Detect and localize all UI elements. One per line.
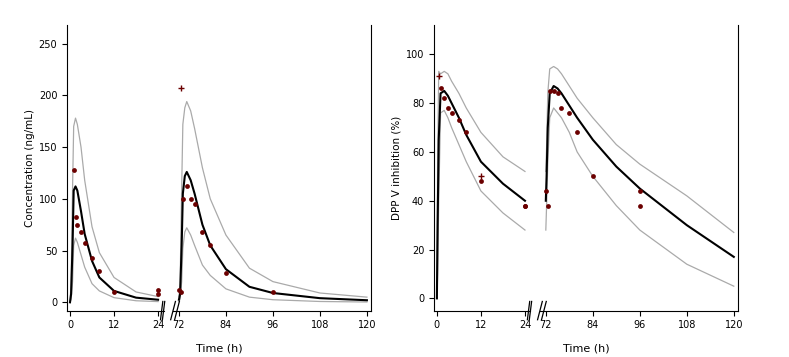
Y-axis label: DPP V inhibition (%): DPP V inhibition (%) bbox=[391, 116, 402, 220]
Point bbox=[586, 174, 599, 179]
Point bbox=[634, 188, 646, 194]
Text: Time (h): Time (h) bbox=[196, 343, 242, 353]
Point bbox=[518, 203, 531, 208]
Point bbox=[93, 268, 106, 274]
Point bbox=[475, 178, 488, 184]
Point bbox=[219, 271, 232, 276]
Point bbox=[442, 105, 454, 111]
Point bbox=[555, 105, 568, 111]
Point bbox=[204, 242, 216, 248]
Point bbox=[78, 241, 91, 246]
Point bbox=[540, 188, 552, 194]
Point bbox=[548, 88, 560, 94]
Point bbox=[67, 167, 80, 173]
Point bbox=[71, 222, 84, 227]
Point bbox=[151, 291, 164, 297]
Point bbox=[174, 289, 187, 295]
Point bbox=[438, 95, 451, 101]
Point bbox=[196, 229, 209, 235]
Point bbox=[177, 196, 189, 202]
Y-axis label: Concentration (ng/mL): Concentration (ng/mL) bbox=[24, 109, 35, 227]
Point bbox=[460, 130, 473, 135]
Point bbox=[445, 110, 458, 116]
Text: Time (h): Time (h) bbox=[563, 343, 609, 353]
Point bbox=[86, 255, 99, 261]
Point bbox=[173, 287, 185, 293]
Point bbox=[541, 203, 554, 208]
Point bbox=[475, 174, 488, 179]
Point bbox=[432, 74, 445, 79]
Point bbox=[434, 86, 447, 91]
Point bbox=[181, 183, 193, 189]
Point bbox=[570, 130, 583, 135]
Point bbox=[108, 289, 121, 295]
Point bbox=[544, 88, 556, 94]
Point bbox=[563, 110, 576, 116]
Point bbox=[634, 203, 646, 208]
Point bbox=[174, 85, 187, 91]
Point bbox=[189, 201, 201, 207]
Point bbox=[151, 287, 164, 293]
Point bbox=[453, 117, 466, 123]
Point bbox=[75, 229, 88, 235]
Point bbox=[267, 289, 279, 295]
Point bbox=[552, 90, 564, 96]
Point bbox=[185, 196, 197, 202]
Point bbox=[518, 203, 531, 208]
Point bbox=[69, 215, 82, 220]
